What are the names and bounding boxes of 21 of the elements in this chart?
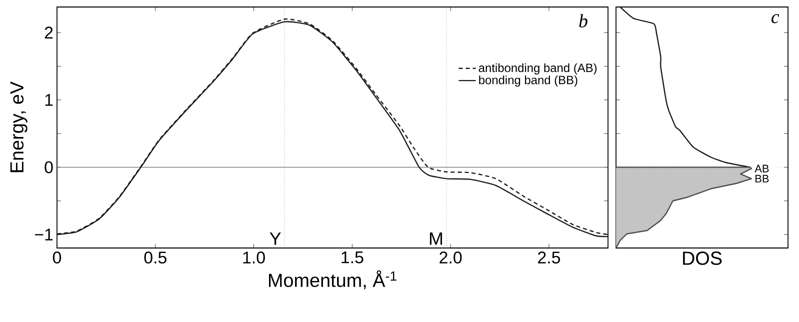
x-tick-label: 2.5: [538, 252, 560, 264]
x-tick-label: 1.0: [243, 252, 265, 264]
y-tick-label: 2: [44, 26, 53, 38]
annotation: AB: [754, 164, 769, 172]
legend-label: bonding band (BB): [479, 75, 578, 87]
annotation: b: [579, 14, 588, 28]
annotation: BB: [756, 174, 769, 182]
legend-label: antibonding band (AB): [478, 63, 597, 74]
y-tick-label: 1: [45, 94, 53, 106]
ref-line-label: Y: [270, 232, 281, 245]
y-axis-title: Energy, eV: [10, 81, 28, 172]
ref-line-label: M: [430, 232, 442, 245]
text: c: [772, 14, 780, 24]
x-tick-label: 2.0: [440, 252, 462, 264]
x-tick-label: 0: [52, 252, 62, 264]
x-tick-label: 1.5: [342, 252, 364, 264]
y-tick-label: 0: [44, 161, 53, 174]
x-axis-title: Momentum, Å$^{-1}$: [269, 270, 396, 290]
x-tick-label: 0.5: [144, 252, 166, 264]
x-axis-title: DOS: [683, 252, 722, 265]
y-tick-label: −1: [35, 228, 53, 240]
